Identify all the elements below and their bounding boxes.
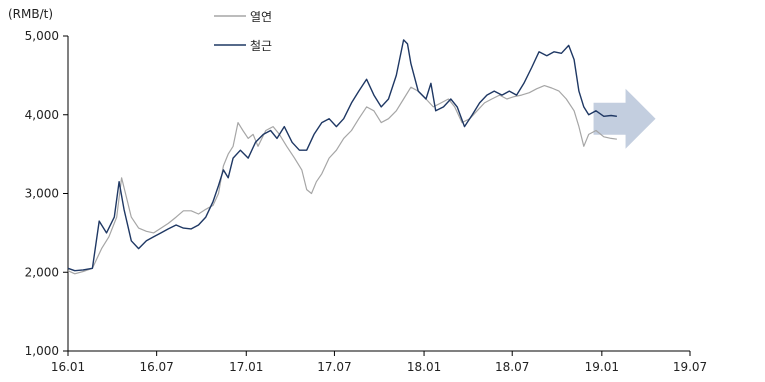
x-tick-label: 16.01 [51,360,85,374]
y-unit-label: (RMB/t) [8,7,53,21]
x-tick-label: 19.01 [585,360,619,374]
y-tick-label: 2,000 [25,265,59,279]
x-tick-label: 18.01 [407,360,441,374]
legend: 열연 철근 [214,10,272,53]
y-tick-label: 4,000 [25,108,59,122]
series-line-hot_rolled [67,84,617,275]
trend-arrow [593,88,656,149]
x-tick-label: 16.07 [139,360,173,374]
legend-label-rebar: 철근 [250,39,272,53]
legend-label-hot-rolled: 열연 [250,10,272,24]
series-line-rebar [67,39,617,272]
y-tick-label: 5,000 [25,29,59,43]
axes [67,36,690,352]
trend-arrow-group [593,88,656,149]
x-tick-label: 18.07 [495,360,529,374]
x-tick-label: 17.07 [317,360,351,374]
y-axis-ticks: 1,000 2,000 3,000 4,000 5,000 [25,29,68,358]
x-tick-label: 17.01 [229,360,263,374]
y-tick-label: 1,000 [25,344,59,358]
x-tick-label: 19.07 [673,360,707,374]
series-lines [67,39,617,275]
x-axis-ticks: 16.01 16.07 17.01 17.07 18.01 18.07 19.01 19.07 [51,351,707,374]
y-tick-label: 3,000 [25,187,59,201]
